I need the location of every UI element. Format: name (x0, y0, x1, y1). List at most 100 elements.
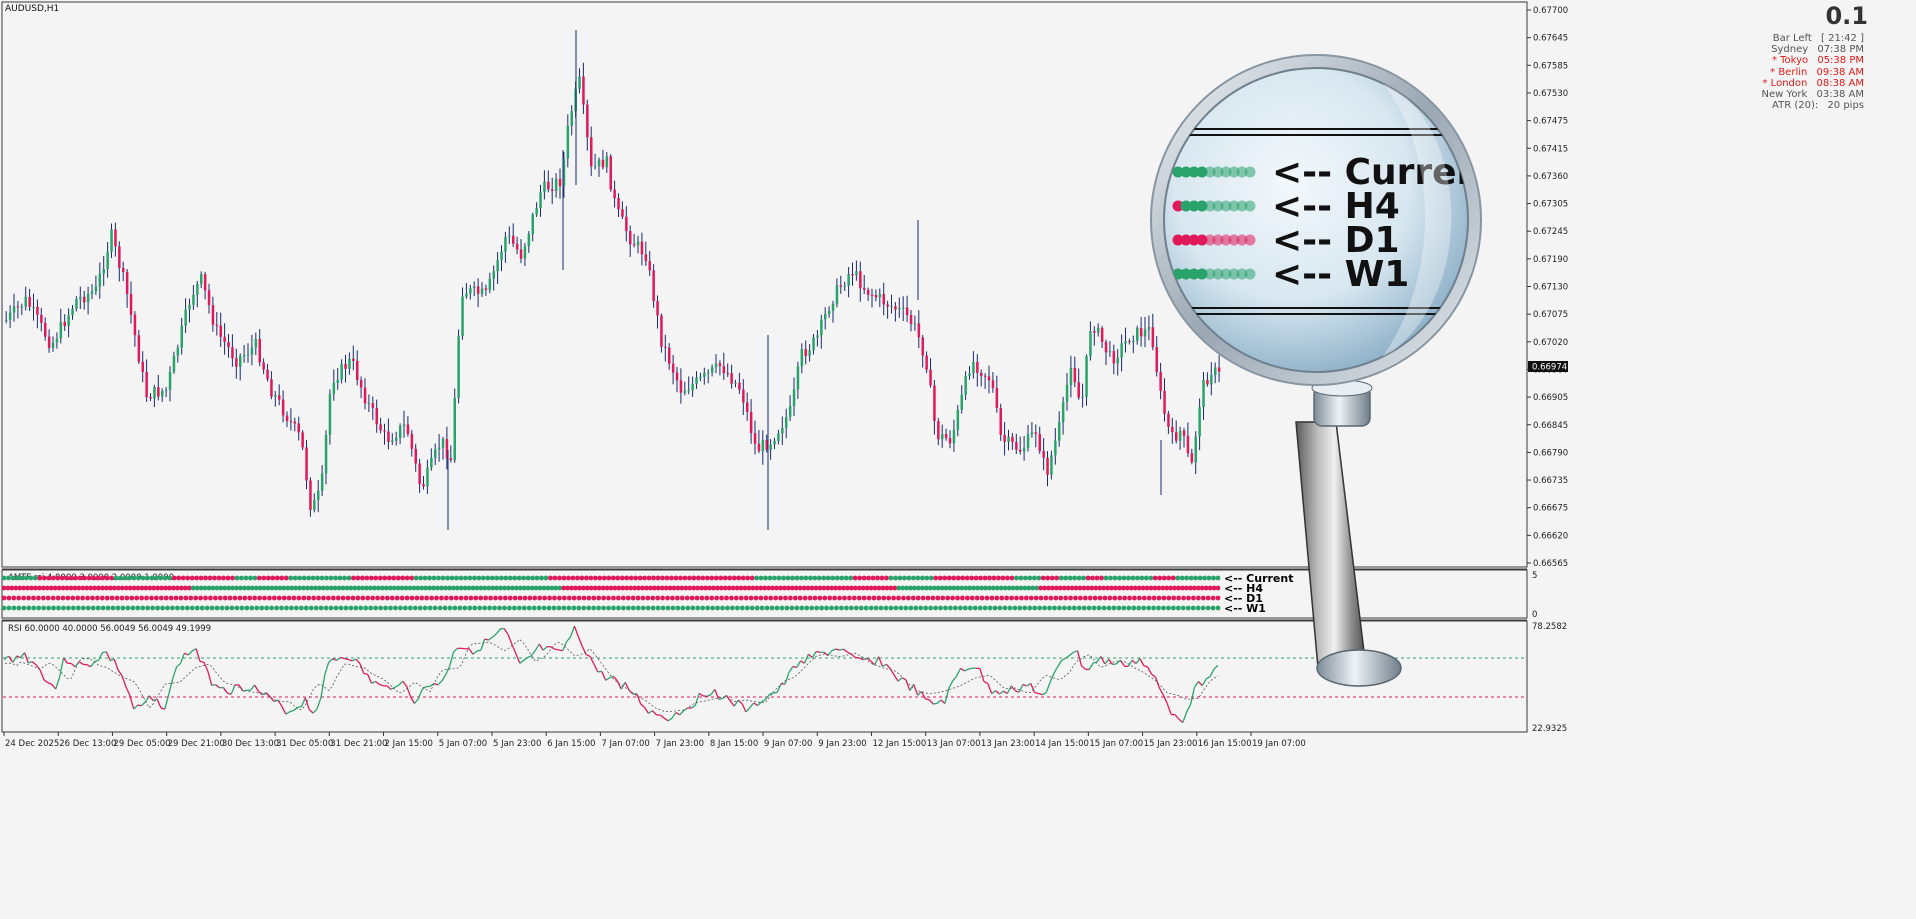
mtf-dot (140, 606, 145, 611)
mtf-dot (1137, 596, 1142, 601)
candle-body (1140, 328, 1143, 336)
candle-body (742, 390, 745, 403)
rsi-segment (1113, 664, 1117, 665)
mtf-dot (586, 606, 591, 611)
mtf-dot (423, 576, 428, 581)
candle-body (961, 395, 964, 410)
candle-body (481, 288, 484, 293)
mtf-dot (239, 576, 244, 581)
mtf-dot (655, 596, 660, 601)
mtf-dot (1081, 576, 1086, 581)
mtf-dot (626, 606, 631, 611)
candle-body (450, 458, 453, 460)
candle-body (48, 337, 51, 348)
rsi-segment (668, 718, 672, 720)
rsi-segment (660, 715, 664, 718)
mtf-dot (562, 606, 567, 611)
candle-body (286, 416, 289, 421)
candle-body (1191, 453, 1194, 462)
candle-body (1159, 372, 1162, 391)
mtf-dot (871, 576, 876, 581)
mtf-dot (683, 576, 688, 581)
mtf-dot (886, 596, 891, 601)
mtf-dot (329, 606, 334, 611)
mtf-dot (869, 606, 874, 611)
rsi-segment (1187, 704, 1191, 712)
candle-body (126, 272, 128, 294)
mtf-dot (405, 576, 410, 581)
mtf-dot (572, 596, 577, 601)
mtf-dot (110, 596, 115, 601)
mtf-dot (705, 606, 710, 611)
mtf-dot (685, 596, 690, 601)
mtf-dot (969, 576, 974, 581)
mtf-dot (408, 606, 413, 611)
candle-body (941, 434, 944, 439)
rsi-segment (313, 709, 317, 713)
candle-body (122, 268, 125, 272)
rsi-segment (1039, 694, 1043, 695)
rsi-segment (844, 649, 848, 652)
rsi-segment (204, 662, 208, 671)
mtf-dot (611, 576, 616, 581)
mtf-dot (611, 596, 616, 601)
rsi-segment (1132, 660, 1136, 663)
mtf-dot (41, 606, 46, 611)
rsi-segment (403, 681, 407, 686)
candle-body (890, 306, 893, 307)
mtf-dot (544, 576, 549, 581)
mtf-dot (958, 606, 963, 611)
candle-body (855, 271, 858, 275)
mtf-dot (467, 606, 472, 611)
mtf-dot (96, 576, 101, 581)
mtf-dot (933, 576, 938, 581)
mtf-dot (1157, 576, 1162, 581)
candle-body (906, 308, 909, 315)
rsi-segment (1175, 715, 1179, 719)
candle-body (21, 307, 24, 308)
session-value: 05:38 PM (1814, 55, 1864, 66)
mtf-dot (353, 606, 358, 611)
rsi-segment (387, 686, 391, 690)
mtf-dot (680, 606, 685, 611)
mtf-dot (596, 596, 601, 601)
mtf-dot (1018, 576, 1023, 581)
candle-body (309, 480, 312, 510)
rsi-segment (177, 663, 181, 667)
rsi-segment (103, 652, 107, 653)
zoomed-dot (1245, 201, 1256, 212)
mtf-dot (718, 576, 723, 581)
mtf-dot (1098, 596, 1103, 601)
candle-body (816, 335, 819, 337)
zoomed-dot (1245, 167, 1256, 178)
candle-body (918, 323, 921, 337)
mtf-dot (190, 606, 195, 611)
mtf-axis-bottom: 0 (1532, 610, 1537, 620)
mtf-dot (754, 576, 759, 581)
mtf-dot (75, 596, 80, 601)
session-value: 07:38 PM (1814, 44, 1864, 55)
candle-body (251, 347, 254, 354)
rsi-segment (44, 680, 48, 683)
mtf-dot (1122, 576, 1127, 581)
mtf-dot (768, 576, 773, 581)
rsi-segment (1136, 659, 1140, 664)
candle-body (859, 271, 862, 288)
mtf-dot (217, 576, 222, 581)
candle-body (298, 424, 301, 433)
mtf-dot (638, 576, 643, 581)
mtf-dot (626, 596, 631, 601)
mtf-dot (1023, 576, 1028, 581)
candle-body (434, 449, 437, 458)
mtf-dot (272, 596, 277, 601)
candle-body (247, 355, 250, 356)
mtf-dot (257, 596, 262, 601)
candle-body (867, 290, 870, 295)
mtf-dot (503, 596, 508, 601)
mtf-dot (921, 596, 926, 601)
rsi-segment (1081, 666, 1085, 669)
mtf-dot (199, 576, 204, 581)
candle-body (738, 383, 741, 390)
candle-body (559, 179, 562, 187)
